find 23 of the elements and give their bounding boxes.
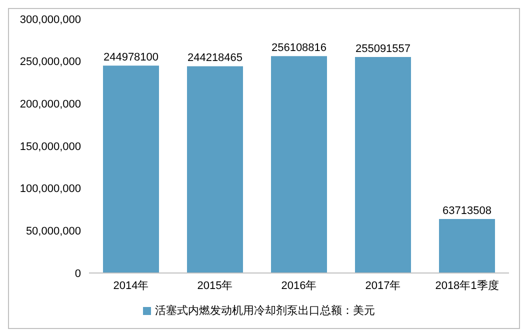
y-tick-label: 250,000,000 (20, 56, 81, 68)
data-label: 244978100 (103, 52, 159, 64)
y-tick-label: 300,000,000 (20, 14, 81, 26)
y-tick-label: 0 (74, 268, 81, 280)
x-tick-label: 2016年 (281, 280, 317, 292)
x-tick-label: 2018年1季度 (435, 278, 499, 292)
data-label: 63713508 (442, 205, 492, 218)
y-tick-label: 150,000,000 (20, 140, 81, 153)
y-tick-label: 200,000,000 (20, 98, 81, 111)
bar (439, 219, 495, 273)
data-label: 256108816 (271, 42, 327, 54)
y-tick-label: 100,000,000 (20, 183, 81, 196)
data-label: 244218465 (187, 52, 243, 64)
x-tick-label: 2015年 (197, 280, 233, 292)
data-label: 255091557 (355, 43, 411, 56)
bar (355, 57, 411, 273)
y-tick-label: 50,000,000 (26, 226, 81, 238)
bar (103, 66, 159, 273)
legend-label: 活塞式内燃发动机用冷却剂泵出口总额：美元 (155, 305, 375, 317)
bar (271, 56, 327, 273)
bar (187, 66, 243, 273)
x-tick-label: 2017年 (365, 280, 401, 292)
x-tick-label: 2014年 (113, 280, 149, 292)
